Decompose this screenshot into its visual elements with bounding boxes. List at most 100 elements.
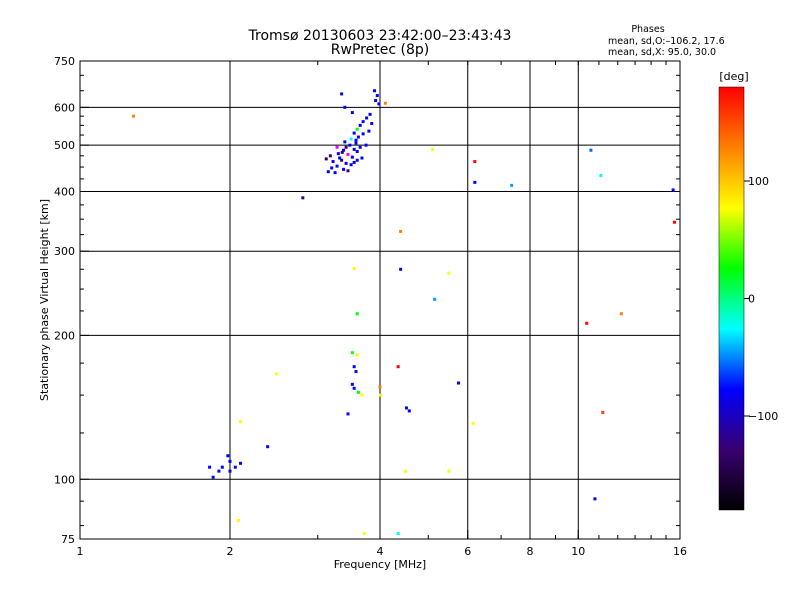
data-point <box>342 148 346 152</box>
data-point <box>352 160 356 164</box>
data-point <box>352 386 356 390</box>
data-point <box>344 161 348 165</box>
data-point <box>239 461 243 465</box>
data-point <box>362 532 366 536</box>
data-point <box>342 167 346 171</box>
data-point <box>350 351 354 355</box>
y-axis: 75 100 200 300 400 500 600 750 <box>54 55 680 546</box>
data-point <box>593 497 597 501</box>
data-point <box>131 114 135 118</box>
data-point <box>356 390 360 394</box>
data-point <box>275 372 279 376</box>
data-point <box>350 111 354 115</box>
data-point <box>473 160 477 164</box>
data-point <box>344 145 348 149</box>
x-tick-label: 2 <box>227 545 234 558</box>
data-point <box>352 365 356 369</box>
data-point <box>336 152 340 156</box>
data-point <box>354 370 358 374</box>
data-point <box>346 169 350 173</box>
stats-heading: Phases <box>631 24 664 35</box>
colorbar-tick-label: 0 <box>748 293 755 306</box>
y-tick-label: 200 <box>54 329 75 342</box>
data-point <box>338 156 342 160</box>
chart-title: Tromsø 20130603 23:42:00–23:43:43 <box>248 28 512 44</box>
data-point <box>350 155 354 159</box>
data-point <box>335 164 339 168</box>
data-point <box>343 105 347 109</box>
data-point <box>335 145 339 149</box>
data-point <box>228 459 232 463</box>
data-point <box>354 138 358 142</box>
data-point <box>355 312 359 316</box>
data-point <box>348 143 352 147</box>
x-tick-label: 4 <box>377 545 384 558</box>
data-point <box>355 127 359 131</box>
x-axis-label: Frequency [MHz] <box>334 558 426 571</box>
data-point <box>447 469 451 473</box>
data-point <box>324 157 328 161</box>
data-point <box>340 92 344 96</box>
data-point <box>228 469 232 473</box>
data-point <box>352 267 356 271</box>
data-point <box>266 445 270 449</box>
data-point <box>239 420 243 424</box>
data-point <box>331 160 335 164</box>
data-point <box>326 170 330 174</box>
data-point <box>361 132 365 136</box>
data-point <box>375 94 379 98</box>
data-point <box>349 163 353 167</box>
data-point <box>211 475 215 479</box>
data-point <box>343 140 347 144</box>
data-point <box>378 385 382 389</box>
data-points <box>131 89 677 536</box>
data-point <box>601 410 605 414</box>
data-point <box>236 518 240 522</box>
data-point <box>354 141 358 145</box>
data-point <box>233 465 237 469</box>
x-tick-label: 6 <box>464 545 471 558</box>
x-tick-label: 1 <box>77 545 84 558</box>
data-point <box>510 183 514 187</box>
chart-subtitle: RwPretec (8p) <box>331 42 429 58</box>
data-point <box>346 412 350 416</box>
y-tick-label: 750 <box>54 55 75 68</box>
data-point <box>340 158 344 162</box>
data-point <box>407 409 411 413</box>
data-point <box>358 123 362 127</box>
data-point <box>360 156 364 160</box>
colorbar <box>718 86 745 511</box>
data-point <box>352 147 356 151</box>
x-axis: 1 2 4 6 8 10 16 <box>77 61 687 558</box>
data-point <box>404 406 408 410</box>
colorbar-unit-label: [deg] <box>719 70 748 83</box>
data-point <box>208 465 212 469</box>
data-point <box>333 171 337 175</box>
data-point <box>360 393 364 397</box>
data-point <box>355 353 359 357</box>
data-point <box>396 365 400 369</box>
stats-line-x: mean, sd,X: 95.0, 30.0 <box>608 47 716 58</box>
data-point <box>361 120 365 124</box>
data-point <box>619 312 623 316</box>
data-point <box>346 153 350 157</box>
data-point <box>355 149 359 153</box>
data-point <box>457 381 461 385</box>
y-tick-label: 400 <box>54 185 75 198</box>
data-point <box>399 267 403 271</box>
y-axis-label: Stationary phase Virtual Height [km] <box>38 199 51 401</box>
data-point <box>589 148 593 152</box>
data-point <box>226 454 230 458</box>
data-point <box>379 393 383 397</box>
data-point <box>328 154 332 158</box>
data-point <box>365 116 369 120</box>
y-tick-label: 500 <box>54 139 75 152</box>
data-point <box>355 158 359 162</box>
data-point <box>473 180 477 184</box>
data-point <box>673 220 677 224</box>
data-point <box>585 321 589 325</box>
data-point <box>352 131 356 135</box>
colorbar-tick-label: 100 <box>748 175 769 188</box>
data-point <box>340 150 344 154</box>
